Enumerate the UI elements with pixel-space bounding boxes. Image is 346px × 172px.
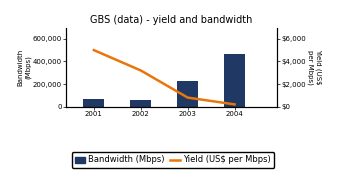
Legend: Bandwidth (Mbps), Yield (US$ per Mbps): Bandwidth (Mbps), Yield (US$ per Mbps) — [72, 152, 274, 168]
Title: GBS (data) - yield and bandwidth: GBS (data) - yield and bandwidth — [90, 15, 253, 25]
Bar — [130, 100, 151, 107]
Y-axis label: Bandwidth
(Mbps): Bandwidth (Mbps) — [17, 49, 31, 86]
Y-axis label: Yield (US$
per Mbps): Yield (US$ per Mbps) — [307, 49, 321, 85]
Bar — [83, 99, 104, 107]
Bar — [224, 53, 245, 107]
Bar — [177, 81, 198, 107]
